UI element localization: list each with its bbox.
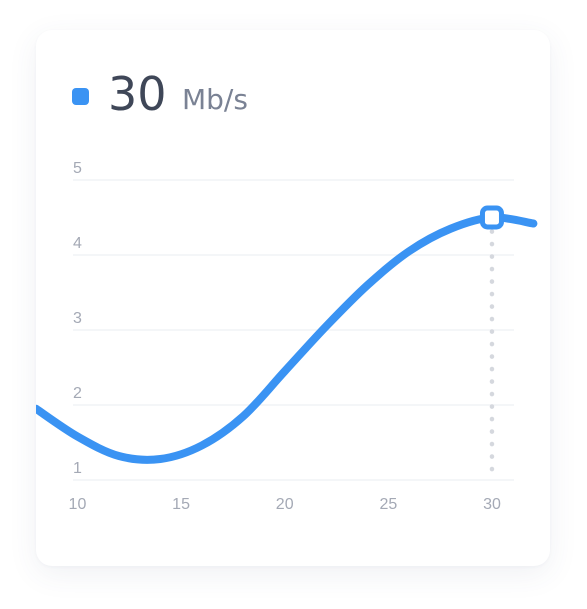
y-tick-label: 2 [73,385,82,402]
x-tick-label: 30 [483,496,501,513]
axis-ticks: 1 2 3 4 5 10 15 20 25 30 [69,160,501,513]
x-tick-label: 15 [172,496,190,513]
x-tick-label: 25 [379,496,397,513]
y-tick-label: 1 [73,460,82,477]
speed-line-chart: 1 2 3 4 5 10 15 20 25 30 [36,160,538,513]
x-tick-label: 20 [276,496,294,513]
y-tick-label: 4 [73,235,82,252]
y-tick-label: 5 [73,160,82,177]
grid-lines [73,179,514,481]
x-tick-label: 10 [69,496,87,513]
highlight-point-marker[interactable] [479,205,504,230]
series-color-dot [72,88,89,105]
speed-series-line [36,213,538,464]
series-layer [36,213,538,464]
y-tick-label: 3 [73,310,82,327]
speed-card: 30 Mb/s 1 2 3 4 5 10 15 20 25 30 [36,30,550,566]
speed-value: 30 [108,67,167,121]
highlight-marker-layer [479,205,504,230]
speed-unit: Mb/s [182,83,248,116]
